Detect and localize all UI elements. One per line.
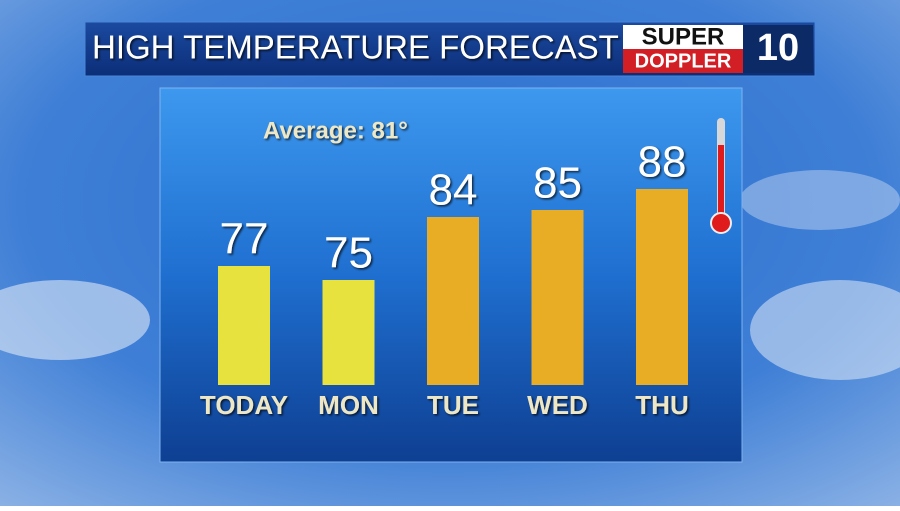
cloud xyxy=(740,170,900,230)
logo-top xyxy=(623,25,743,49)
bar xyxy=(427,217,479,385)
cloud xyxy=(750,280,900,380)
value-label: 88 xyxy=(638,138,687,187)
value-label: 77 xyxy=(220,215,269,264)
logo-text: SUPER xyxy=(642,23,725,50)
cloud xyxy=(0,280,150,360)
thermometer xyxy=(718,145,724,220)
value-label: 85 xyxy=(533,159,582,208)
logo-number: 10 xyxy=(757,27,799,69)
logo-bottom xyxy=(623,49,743,73)
bar xyxy=(218,266,270,385)
value-label: 84 xyxy=(429,166,478,215)
bar xyxy=(322,280,375,385)
x-tick-label: THU xyxy=(635,390,688,420)
logo-number-box xyxy=(743,25,813,73)
bar xyxy=(636,189,688,385)
value-label: 75 xyxy=(324,229,373,278)
x-tick-label: TUE xyxy=(427,390,479,420)
chart-title: HIGH TEMPERATURE FORECAST xyxy=(92,29,619,66)
x-tick-label: WED xyxy=(527,390,588,420)
logo-text: DOPPLER xyxy=(635,50,732,72)
annotation: Average: 81° xyxy=(263,117,408,144)
x-tick-label: MON xyxy=(318,390,379,420)
bar xyxy=(531,210,584,385)
thermometer xyxy=(710,212,732,234)
x-tick-label: TODAY xyxy=(200,390,288,420)
